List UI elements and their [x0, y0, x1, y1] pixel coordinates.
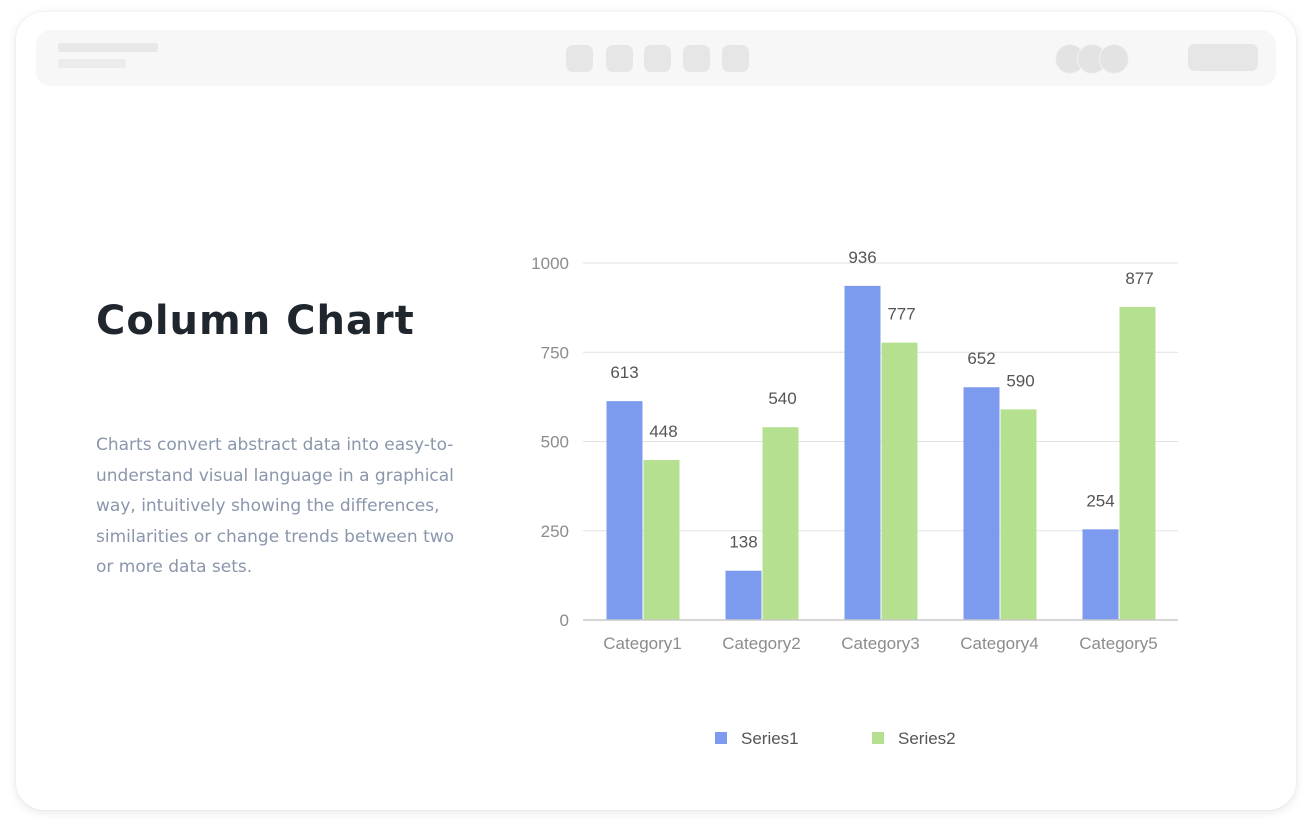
- legend-label: Series1: [741, 729, 799, 748]
- bar-series2: [1119, 306, 1156, 620]
- y-tick-label: 750: [541, 343, 569, 362]
- toolbar-placeholder-button[interactable]: [683, 45, 710, 72]
- card: Column Chart Charts convert abstract dat…: [16, 12, 1296, 810]
- toolbar-placeholder-action-button[interactable]: [1188, 44, 1258, 71]
- chart-data-labels: 613 448 138 540 936 777 652 590 254 877: [610, 248, 1153, 552]
- page-description: Charts convert abstract data into easy-t…: [96, 435, 455, 577]
- legend-swatch: [872, 732, 884, 744]
- x-tick-label: Category5: [1079, 634, 1157, 653]
- x-tick-label: Category2: [722, 634, 800, 653]
- bar-series2: [643, 460, 680, 620]
- bar-series1: [963, 387, 1000, 620]
- chart-axes: 0 250 500 750 1000 Category1 Category2 Category…: [531, 254, 1178, 653]
- toolbar-placeholder-button[interactable]: [606, 45, 633, 72]
- toolbar-placeholder-button[interactable]: [566, 45, 593, 72]
- y-tick-label: 1000: [531, 254, 569, 273]
- data-label: 877: [1125, 269, 1153, 288]
- data-label: 777: [887, 305, 915, 324]
- data-label: 590: [1006, 371, 1034, 390]
- chart-legend: Series1 Series2: [715, 729, 956, 748]
- bar-series2: [762, 427, 799, 620]
- data-label: 540: [768, 389, 796, 408]
- x-tick-label: Category1: [603, 634, 681, 653]
- y-tick-label: 250: [541, 522, 569, 541]
- top-toolbar: [36, 30, 1276, 86]
- data-label: 138: [729, 533, 757, 552]
- avatar[interactable]: [1099, 44, 1129, 74]
- data-label: 254: [1086, 491, 1114, 510]
- x-tick-label: Category3: [841, 634, 919, 653]
- data-label: 652: [967, 349, 995, 368]
- toolbar-placeholder-button[interactable]: [644, 45, 671, 72]
- x-tick-label: Category4: [960, 634, 1038, 653]
- toolbar-placeholder-line: [58, 43, 158, 52]
- y-tick-label: 0: [560, 611, 569, 630]
- bar-series1: [1082, 529, 1119, 620]
- toolbar-placeholder-line: [58, 59, 126, 68]
- legend-label: Series2: [898, 729, 956, 748]
- bar-series2: [881, 342, 918, 620]
- bar-series2: [1000, 409, 1037, 620]
- page-title: Column Chart: [96, 298, 415, 344]
- bar-series1: [725, 570, 762, 620]
- data-label: 448: [649, 422, 677, 441]
- bar-series1: [844, 285, 881, 620]
- data-label: 936: [848, 248, 876, 267]
- bar-series1: [606, 401, 643, 620]
- chart-bars: [606, 285, 1156, 620]
- legend-swatch: [715, 732, 727, 744]
- toolbar-placeholder-button[interactable]: [722, 45, 749, 72]
- y-tick-label: 500: [541, 433, 569, 452]
- data-label: 613: [610, 363, 638, 382]
